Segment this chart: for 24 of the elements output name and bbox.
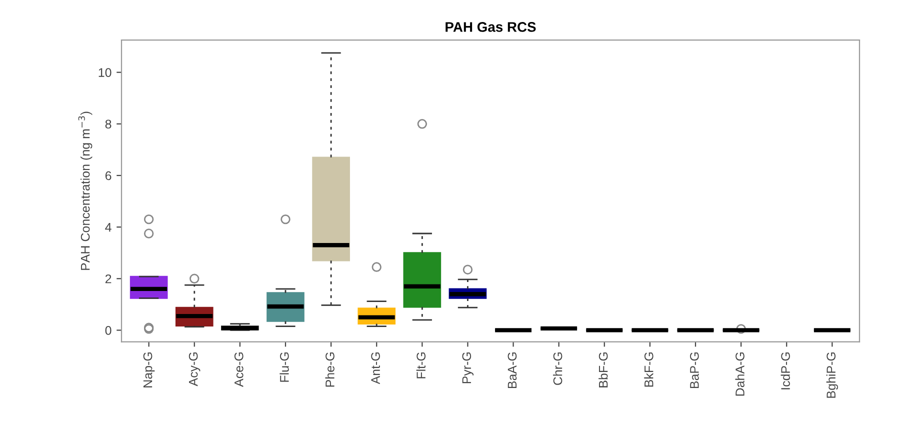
x-tick-label: Pyr-G xyxy=(462,352,474,384)
x-tick-label: IcdP-G xyxy=(780,352,790,390)
x-tick-label: Phe-G xyxy=(325,352,334,387)
x-tick-label: Nap-G xyxy=(143,352,155,388)
x-tick-label: Flt-G xyxy=(416,352,426,378)
y-axis-title: PAH Concentration (ng m$^{−3}$) xyxy=(78,112,92,270)
x-tick-label: Flu-G xyxy=(280,352,289,382)
y-tick-label: 4 xyxy=(105,222,112,232)
y-tick-label: 0 xyxy=(105,326,112,335)
chart-title: PAH Gas RCS xyxy=(446,22,536,32)
x-tick-label: Chr-G xyxy=(553,352,562,385)
x-tick-label: Ant-G xyxy=(371,352,380,384)
x-tick-label: Acy-G xyxy=(188,352,200,386)
x-tick-label: BghiP-G xyxy=(826,352,838,398)
x-tick-label: BbF-G xyxy=(598,352,608,388)
x-tick-label: BkF-G xyxy=(644,352,654,387)
y-tick-label: 6 xyxy=(105,171,112,180)
x-tick-label: BaA-G xyxy=(508,352,517,388)
x-tick-label: BaP-G xyxy=(690,352,699,388)
x-tick-label: DahA-G xyxy=(735,352,744,396)
y-tick-label: 8 xyxy=(105,120,112,129)
x-tick-label: Ace-G xyxy=(234,352,244,387)
y-tick-label: 10 xyxy=(98,68,112,77)
y-tick-label: 2 xyxy=(105,274,112,284)
